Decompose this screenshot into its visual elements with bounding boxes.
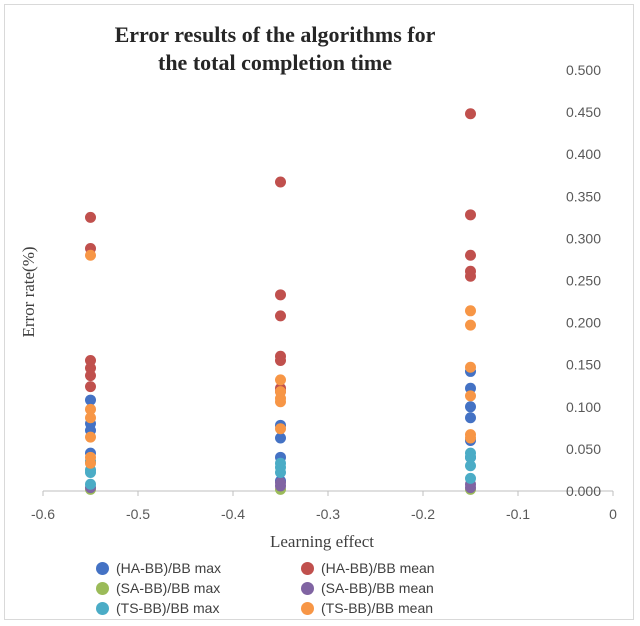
tick-labels: -0.6 -0.5 -0.4 -0.3 -0.2 -0.1 0 0.000 0.050 0.100…	[31, 62, 617, 522]
data-point-series-4	[85, 466, 96, 478]
data-point-series-5	[465, 432, 476, 444]
y-tick-label: 0.500	[566, 62, 601, 78]
axes	[42, 490, 614, 496]
data-point-series-5	[465, 305, 476, 317]
data-points	[85, 108, 476, 495]
legend-marker	[301, 601, 314, 615]
data-point-series-1	[275, 354, 286, 366]
y-tick-label: 0.450	[566, 104, 601, 120]
y-tick-label: 0.250	[566, 273, 601, 289]
y-tick-label: 0.350	[566, 188, 601, 204]
data-point-series-1	[85, 362, 96, 374]
y-axis-title: Error rate(%)	[19, 246, 38, 337]
data-point-series-0	[465, 382, 476, 394]
legend-label: (SA-BB)/BB max	[116, 580, 221, 596]
data-point-series-4	[275, 466, 286, 478]
x-tick-label: -0.4	[221, 506, 245, 522]
data-point-series-1	[275, 289, 286, 301]
legend-marker	[301, 581, 314, 595]
data-point-series-3	[465, 482, 476, 494]
data-point-series-5	[85, 431, 96, 443]
x-tick-label: -0.1	[506, 506, 530, 522]
legend-marker	[96, 561, 109, 575]
data-point-series-1	[275, 310, 286, 322]
legend-label: (TS-BB)/BB mean	[321, 600, 434, 616]
data-point-series-0	[85, 394, 96, 406]
legend-item: (SA-BB)/BB max	[96, 580, 220, 596]
y-tick-label: 0.050	[566, 441, 601, 457]
x-tick-label: -0.6	[31, 506, 55, 522]
legend-label: (HA-BB)/BB mean	[321, 560, 435, 576]
data-point-series-5	[85, 457, 96, 469]
data-point-series-1	[465, 249, 476, 261]
legend-label: (HA-BB)/BB max	[116, 560, 222, 576]
chart-title-line-1: Error results of the algorithms for	[115, 22, 436, 47]
data-point-series-1	[465, 270, 476, 282]
data-point-series-0	[275, 432, 286, 444]
y-tick-label: 0.300	[566, 230, 601, 246]
data-point-series-1	[85, 354, 96, 366]
y-tick-label: 0.000	[566, 483, 601, 499]
legend-item: (HA-BB)/BB mean	[301, 560, 435, 576]
legend-label: (SA-BB)/BB mean	[321, 580, 434, 596]
data-point-series-5	[465, 361, 476, 373]
y-tick-label: 0.200	[566, 315, 601, 331]
x-tick-label: 0	[609, 506, 617, 522]
data-point-series-5	[85, 412, 96, 424]
x-tick-label: -0.3	[316, 506, 340, 522]
legend-item: (HA-BB)/BB max	[96, 560, 221, 576]
legend-marker	[96, 581, 109, 595]
data-point-series-3	[275, 480, 286, 492]
y-tick-label: 0.100	[566, 399, 601, 415]
data-point-series-5	[465, 319, 476, 331]
data-point-series-1	[85, 370, 96, 382]
data-point-series-1	[465, 108, 476, 120]
data-point-series-5	[85, 249, 96, 261]
legend-marker	[301, 561, 314, 575]
x-tick-label: -0.5	[126, 506, 150, 522]
data-point-series-1	[85, 381, 96, 393]
data-point-series-5	[85, 403, 96, 415]
data-point-series-5	[275, 396, 286, 408]
data-point-series-1	[275, 176, 286, 188]
legend-marker	[96, 601, 109, 615]
data-point-series-4	[85, 478, 96, 490]
legend-item: (TS-BB)/BB max	[96, 600, 219, 616]
x-axis-title: Learning effect	[270, 532, 374, 551]
chart-title-line-2: the total completion time	[158, 50, 392, 75]
data-point-series-4	[465, 472, 476, 484]
data-point-series-0	[465, 401, 476, 413]
data-point-series-5	[275, 374, 286, 386]
legend-label: (TS-BB)/BB max	[116, 600, 220, 616]
data-point-series-4	[465, 451, 476, 463]
data-point-series-0	[465, 412, 476, 424]
data-point-series-5	[465, 390, 476, 402]
y-tick-label: 0.400	[566, 146, 601, 162]
data-point-series-1	[465, 209, 476, 221]
data-point-series-4	[465, 460, 476, 472]
data-point-series-5	[275, 423, 286, 435]
chart-frame	[4, 4, 634, 620]
x-tick-label: -0.2	[411, 506, 435, 522]
legend-item: (SA-BB)/BB mean	[301, 580, 434, 596]
data-point-series-1	[85, 211, 96, 223]
y-tick-label: 0.150	[566, 357, 601, 373]
legend-item: (TS-BB)/BB mean	[301, 600, 433, 616]
